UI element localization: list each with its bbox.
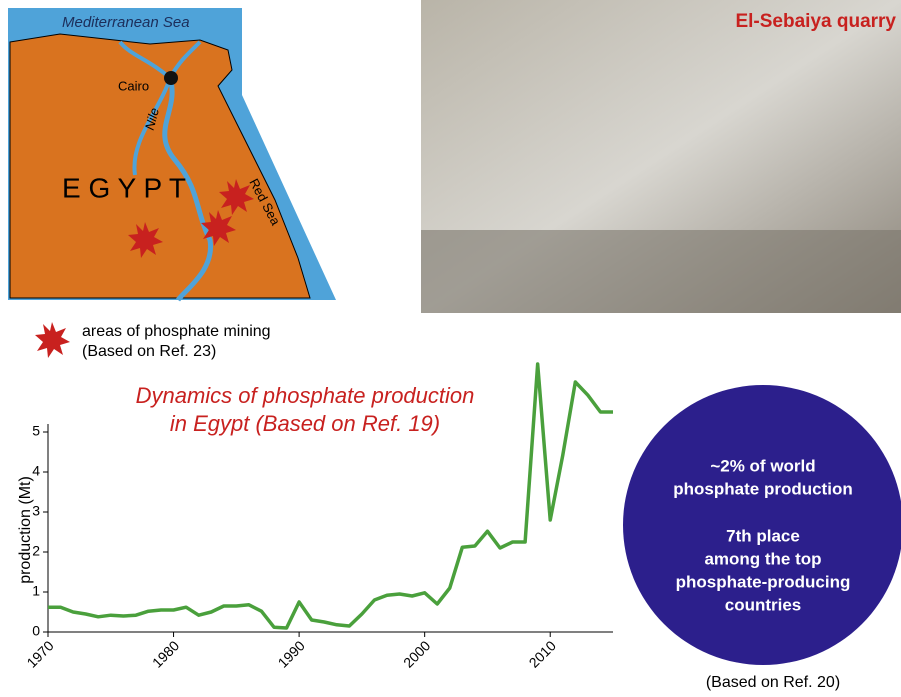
x-tick-label: 2000: [400, 637, 433, 670]
legend-text: areas of phosphate mining: [82, 323, 271, 340]
chart-title: in Egypt (Based on Ref. 19): [170, 411, 440, 436]
x-tick-label: 1990: [275, 637, 308, 670]
note-line: countries: [725, 595, 802, 614]
y-tick-label: 1: [32, 583, 40, 599]
y-axis-label: production (Mt): [17, 476, 34, 584]
note-circle: [623, 385, 901, 665]
note-line: phosphate-producing: [676, 572, 851, 591]
page: Mediterranean Sea Cairo Nile E G Y P T R…: [0, 0, 901, 697]
city-label: Cairo: [118, 78, 149, 93]
note-line: ~2% of world: [710, 456, 815, 475]
x-tick-label: 2010: [526, 637, 559, 670]
note-source: (Based on Ref. 20): [706, 674, 840, 691]
sea-label: Mediterranean Sea: [62, 14, 190, 31]
cairo-dot: [164, 71, 178, 85]
x-tick-label: 1980: [149, 637, 182, 670]
note-line: phosphate production: [673, 479, 852, 498]
legend-star: [35, 322, 70, 358]
y-tick-label: 5: [32, 423, 40, 439]
rubble: [421, 230, 901, 313]
note-line: 7th place: [726, 526, 800, 545]
photo-caption: El-Sebaiya quarry: [735, 11, 896, 32]
x-tick-label: 1970: [23, 637, 56, 670]
legend-text: (Based on Ref. 23): [82, 343, 216, 360]
figure: Mediterranean Sea Cairo Nile E G Y P T R…: [0, 0, 901, 697]
country-label: E G Y P T: [62, 172, 186, 203]
y-tick-label: 0: [32, 623, 40, 639]
note-line: among the top: [704, 549, 821, 568]
chart-title: Dynamics of phosphate production: [136, 383, 475, 408]
